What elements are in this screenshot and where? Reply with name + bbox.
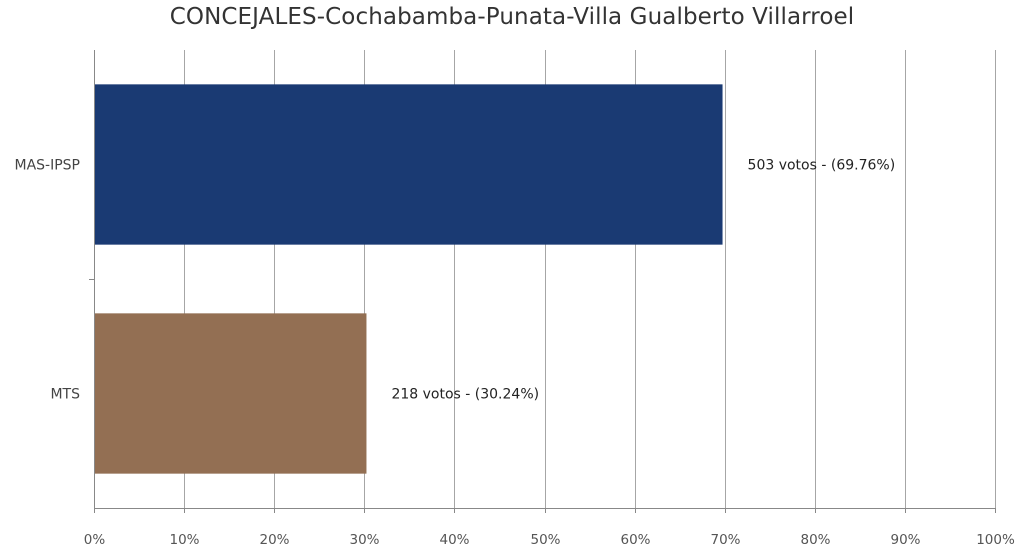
x-tick-label: 70% <box>710 532 740 548</box>
x-tick-label: 50% <box>530 532 560 548</box>
x-tick-label: 0% <box>84 532 106 548</box>
axes <box>89 50 996 513</box>
bars <box>94 84 723 474</box>
x-tick-label: 40% <box>439 532 469 548</box>
x-tick-label: 80% <box>800 532 830 548</box>
data-label: 503 votos - (69.76%) <box>748 158 896 174</box>
x-tick-label: 10% <box>169 532 199 548</box>
x-tick-label: 30% <box>349 532 379 548</box>
chart-title: CONCEJALES-Cochabamba-Punata-Villa Gualb… <box>169 4 855 30</box>
category-label: MTS <box>50 387 80 403</box>
x-tick-label: 60% <box>620 532 650 548</box>
x-tick-label: 100% <box>976 532 1015 548</box>
bar-mts <box>94 313 367 474</box>
x-tick-label: 20% <box>259 532 289 548</box>
labels: 0% 10% 20% 30% 40% 50% 60% 70% 80% 90% 100% MAS-IPS… <box>15 158 1015 549</box>
category-label: MAS-IPSP <box>15 158 81 174</box>
bar-mas-ipsp <box>94 84 723 245</box>
x-tick-label: 90% <box>890 532 920 548</box>
data-label: 218 votos - (30.24%) <box>391 387 539 403</box>
